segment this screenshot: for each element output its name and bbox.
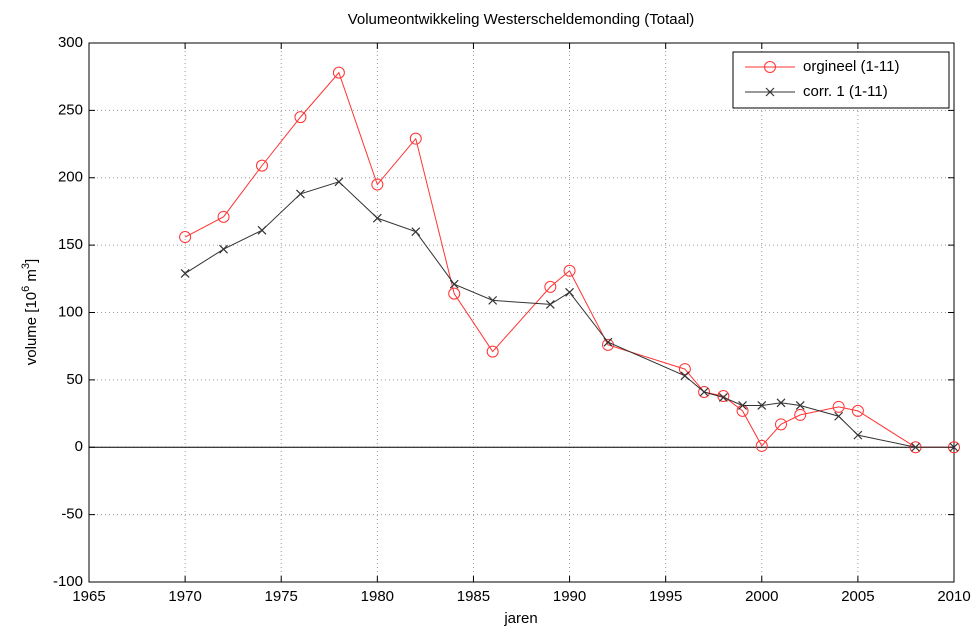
- legend-label: orgineel (1-11): [803, 58, 899, 75]
- point: [545, 299, 555, 309]
- x-tick-label: 1975: [265, 588, 298, 605]
- y-tick-label: 250: [58, 101, 83, 118]
- y-axis-label-part: m: [23, 269, 40, 286]
- point: [219, 244, 228, 254]
- point: [680, 371, 690, 381]
- x-tick-label: 1970: [168, 588, 201, 605]
- legend: orgineel (1-11) corr. 1 (1-11): [732, 51, 950, 109]
- y-tick-label: 100: [58, 303, 83, 320]
- point: [296, 189, 305, 199]
- point: [832, 400, 845, 413]
- point: [486, 345, 499, 358]
- point: [372, 213, 382, 223]
- point: [698, 386, 711, 399]
- series-line: [184, 71, 954, 448]
- point: [795, 401, 805, 410]
- legend-marker: [764, 61, 776, 73]
- point: [776, 398, 786, 408]
- x-tick-label: 2000: [745, 588, 778, 605]
- point: [738, 401, 747, 410]
- point: [257, 225, 267, 235]
- point: [371, 178, 384, 191]
- point: [217, 210, 230, 223]
- point: [757, 401, 767, 410]
- chart-title: Volumeontwikkeling Westerscheldemonding …: [348, 11, 695, 28]
- y-axis-label-part: ]: [23, 259, 40, 263]
- x-tick-label: 1985: [457, 588, 490, 605]
- y-tick-label: 0: [75, 438, 83, 455]
- legend-label: corr. 1 (1-11): [803, 83, 888, 100]
- point: [448, 287, 461, 300]
- point: [180, 268, 190, 278]
- point: [603, 337, 613, 347]
- x-tick-label: 1965: [72, 588, 105, 605]
- x-tick-label: 2010: [937, 588, 970, 605]
- y-tick-label: 50: [66, 371, 83, 388]
- point: [544, 280, 557, 293]
- point: [294, 111, 307, 124]
- point: [834, 411, 844, 421]
- point: [851, 404, 864, 417]
- y-tick-label: 150: [58, 236, 83, 253]
- x-tick-label: 1990: [553, 588, 586, 605]
- point: [565, 287, 574, 297]
- point: [449, 279, 459, 289]
- point: [911, 442, 920, 452]
- point: [678, 363, 691, 376]
- point: [409, 132, 422, 145]
- point: [794, 408, 807, 421]
- point: [949, 442, 959, 452]
- y-tick-label: -100: [53, 573, 83, 590]
- y-tick-label: 300: [58, 34, 83, 51]
- y-axis-label-part: volume [10: [23, 292, 40, 365]
- point: [334, 177, 344, 187]
- point: [563, 264, 576, 277]
- point: [332, 66, 345, 79]
- x-tick-label: 1980: [361, 588, 394, 605]
- y-axis-label-part: 6: [20, 286, 32, 292]
- y-axis-label-part: 3: [20, 263, 32, 269]
- y-axis-label: volume [106 m3]: [20, 259, 40, 365]
- point: [775, 418, 787, 431]
- point: [699, 387, 709, 397]
- x-tick-label: 1995: [649, 588, 682, 605]
- point: [853, 430, 863, 440]
- point: [488, 295, 498, 305]
- legend-marker: [765, 87, 775, 97]
- point: [755, 439, 768, 452]
- point: [411, 227, 421, 237]
- point: [256, 159, 268, 172]
- y-tick-label: -50: [61, 506, 83, 523]
- series: [180, 177, 959, 452]
- x-axis-label: jaren: [503, 610, 537, 627]
- x-tick-label: 2005: [841, 588, 874, 605]
- plot-frame: [88, 42, 955, 583]
- point: [179, 231, 192, 244]
- point: [718, 392, 728, 402]
- y-tick-label: 200: [58, 169, 83, 186]
